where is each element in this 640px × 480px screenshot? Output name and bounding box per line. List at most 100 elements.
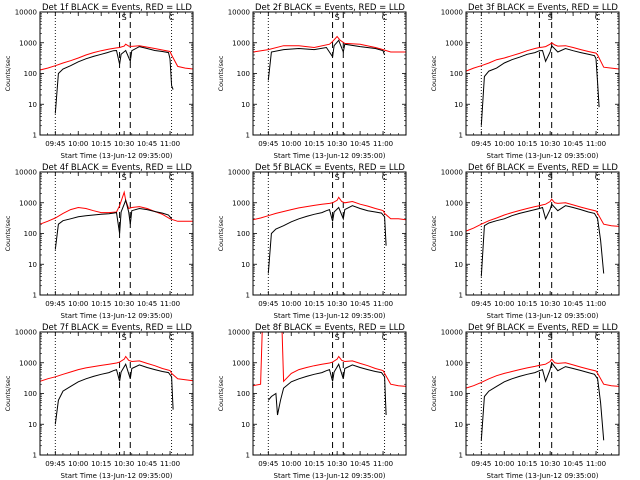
plot-frame [465, 171, 620, 296]
y-tick-label: 1000 [19, 199, 37, 207]
lld-series-line [465, 42, 620, 72]
x-tick-label: 10:45 [350, 140, 370, 148]
x-tick-label: 10:45 [563, 140, 583, 148]
x-tick-label: 10:30 [540, 140, 560, 148]
y-tick-label: 10000 [15, 9, 37, 17]
detector-plot-9: Det 9f BLACK = Events, RED = LLD Counts/s… [430, 323, 620, 480]
x-tick-label: 11:00 [373, 300, 393, 308]
y-tick-label: 1 [459, 452, 463, 460]
marker-c-label: C [169, 13, 175, 22]
marker-s-label: S [122, 13, 127, 22]
x-axis-label: Start Time (13-Jun-12 09:35:00) [274, 312, 386, 320]
y-tick-label: 10 [241, 421, 250, 429]
plot-frame [252, 331, 407, 456]
x-axis-label: Start Time (13-Jun-12 09:35:00) [487, 312, 599, 320]
events-series-line [267, 205, 387, 274]
plot-title: Det 8f BLACK = Events, RED = LLD [255, 323, 405, 333]
plot-title: Det 1f BLACK = Events, RED = LLD [42, 3, 192, 13]
y-tick-label: 1 [33, 292, 37, 300]
marker-c-label: C [595, 333, 601, 342]
y-tick-label: 10 [454, 101, 463, 109]
x-tick-label: 10:15 [91, 140, 111, 148]
marker-s-label: S [335, 13, 340, 22]
x-tick-label: 10:00 [68, 300, 88, 308]
x-tick-label: 10:00 [281, 300, 301, 308]
detector-plot-1: Det 1f BLACK = Events, RED = LLD Counts/s… [4, 3, 194, 160]
y-tick-label: 10 [28, 261, 37, 269]
y-tick-label: 1000 [232, 359, 250, 367]
x-tick-label: 10:45 [563, 300, 583, 308]
y-axis-label: Counts/sec [430, 215, 438, 251]
y-tick-label: 1000 [445, 199, 463, 207]
events-series-line [267, 39, 386, 81]
y-tick-label: 10000 [228, 9, 250, 17]
marker-c-label: C [382, 173, 388, 182]
x-tick-label: 10:15 [517, 460, 537, 468]
plot-title: Det 4f BLACK = Events, RED = LLD [42, 163, 192, 173]
x-tick-label: 10:00 [494, 140, 514, 148]
y-axis-label: Counts/sec [430, 55, 438, 91]
y-tick-label: 100 [24, 70, 37, 78]
x-tick-label: 10:00 [68, 140, 88, 148]
y-axis-label: Counts/sec [4, 215, 12, 251]
detector-plot-6: Det 6f BLACK = Events, RED = LLD Counts/s… [430, 163, 620, 320]
y-axis-label: Counts/sec [217, 55, 225, 91]
x-tick-label: 11:00 [160, 460, 180, 468]
x-axis-label: Start Time (13-Jun-12 09:35:00) [487, 152, 599, 160]
x-tick-label: 10:15 [517, 300, 537, 308]
y-tick-label: 1 [459, 292, 463, 300]
marker-c-label: C [169, 333, 175, 342]
y-tick-label: 10 [241, 261, 250, 269]
x-axis-label: Start Time (13-Jun-12 09:35:00) [61, 312, 173, 320]
marker-s-label: S [548, 173, 553, 182]
y-tick-label: 100 [237, 230, 250, 238]
detector-plot-5: Det 5f BLACK = Events, RED = LLD Counts/s… [217, 163, 407, 320]
y-tick-label: 10000 [228, 329, 250, 337]
events-series-line [54, 46, 174, 114]
x-axis-label: Start Time (13-Jun-12 09:35:00) [61, 152, 173, 160]
x-tick-label: 09:45 [471, 460, 491, 468]
plot-title: Det 2f BLACK = Events, RED = LLD [255, 3, 405, 13]
y-tick-label: 10 [241, 101, 250, 109]
detector-plot-3: Det 3f BLACK = Events, RED = LLD Counts/s… [430, 3, 620, 160]
y-tick-label: 1000 [445, 39, 463, 47]
x-tick-label: 10:30 [327, 140, 347, 148]
x-tick-label: 10:30 [114, 140, 134, 148]
y-tick-label: 1 [459, 132, 463, 140]
y-tick-label: 1000 [232, 39, 250, 47]
x-tick-label: 10:30 [540, 300, 560, 308]
y-tick-label: 100 [24, 390, 37, 398]
x-tick-label: 09:45 [471, 140, 491, 148]
x-tick-label: 10:15 [91, 300, 111, 308]
y-tick-label: 1 [246, 452, 250, 460]
lld-series-line [39, 355, 194, 382]
y-tick-label: 1 [246, 292, 250, 300]
y-tick-label: 1000 [19, 39, 37, 47]
plot-frame [465, 331, 620, 456]
marker-s-label: S [335, 333, 340, 342]
x-tick-label: 11:00 [160, 140, 180, 148]
x-axis-label: Start Time (13-Jun-12 09:35:00) [487, 472, 599, 480]
plot-title: Det 7f BLACK = Events, RED = LLD [42, 323, 192, 333]
events-series-line [480, 44, 600, 126]
marker-s-label: S [548, 13, 553, 22]
detector-plot-2: Det 2f BLACK = Events, RED = LLD Counts/s… [217, 3, 407, 160]
x-tick-label: 10:00 [494, 300, 514, 308]
x-tick-label: 10:00 [281, 140, 301, 148]
y-tick-label: 100 [450, 230, 463, 238]
x-tick-label: 10:15 [304, 300, 324, 308]
y-tick-label: 10000 [15, 329, 37, 337]
x-tick-label: 11:00 [373, 140, 393, 148]
events-series-line [267, 362, 387, 416]
x-axis-label: Start Time (13-Jun-12 09:35:00) [274, 472, 386, 480]
x-tick-label: 09:45 [471, 300, 491, 308]
y-tick-label: 1000 [19, 359, 37, 367]
marker-s-label: S [335, 173, 340, 182]
y-tick-label: 1 [33, 452, 37, 460]
x-tick-label: 11:00 [160, 300, 180, 308]
plot-frame [39, 331, 194, 456]
events-series-line [54, 198, 172, 250]
x-tick-label: 11:00 [373, 460, 393, 468]
x-tick-label: 11:00 [586, 460, 606, 468]
